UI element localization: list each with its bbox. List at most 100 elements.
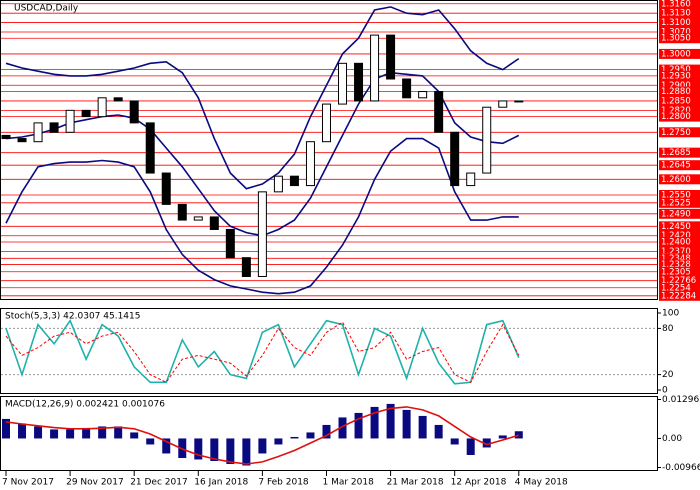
- macd-bar: [18, 423, 27, 439]
- level-box: [659, 259, 700, 270]
- macd-bar: [450, 438, 459, 445]
- macd-bar: [226, 438, 235, 464]
- macd-bar: [322, 424, 331, 439]
- candle: [466, 172, 476, 187]
- x-tick-label: 12 Apr 2018: [451, 478, 507, 488]
- candle: [241, 257, 251, 277]
- candle: [514, 100, 524, 103]
- level-box: [659, 111, 700, 122]
- y-tick-label: 1.2400: [661, 238, 691, 248]
- y-tick-label: 1.2900: [661, 81, 691, 91]
- x-tick-label: 16 Jan 2018: [194, 478, 248, 488]
- x-tick-label: 7 Feb 2018: [258, 478, 309, 488]
- y-tick-label: 1.2600: [661, 175, 691, 185]
- macd-bar: [418, 415, 427, 439]
- macd-bar: [290, 436, 299, 439]
- candle: [65, 109, 75, 133]
- stoch-line: [5, 321, 520, 383]
- macd-bar: [338, 417, 347, 439]
- candle: [81, 109, 91, 118]
- y-tick-label: 1.2750: [661, 128, 691, 138]
- candle: [33, 122, 43, 143]
- level-box: [659, 290, 700, 301]
- level-box: [659, 95, 700, 106]
- candle: [402, 78, 412, 99]
- y-tick-label: 20: [662, 370, 674, 380]
- y-tick-label: 1.2645: [661, 161, 691, 171]
- candle: [145, 122, 155, 174]
- macd-bar: [50, 429, 59, 439]
- candle: [418, 91, 428, 99]
- level-box: [659, 17, 700, 28]
- level-box: [659, 48, 700, 59]
- stoch-label: Stoch(5,3,3) 42.0307 45.1415: [5, 312, 140, 322]
- macd-bar: [146, 438, 155, 445]
- macd-bar: [434, 424, 443, 439]
- macd-bar: [162, 438, 171, 454]
- candle: [386, 34, 396, 80]
- candle: [370, 34, 380, 102]
- macd-bar: [498, 435, 507, 439]
- x-tick-label: 29 Nov 2017: [66, 478, 124, 488]
- y-tick-label: 1.3050: [661, 34, 691, 44]
- macd-bar: [386, 403, 395, 439]
- level-box: [659, 221, 700, 232]
- candle: [113, 97, 123, 102]
- macd-bar: [98, 426, 107, 439]
- y-tick-label: 0.012965: [662, 395, 700, 405]
- y-tick-label: 0: [662, 386, 668, 396]
- bollinger-band: [5, 6, 520, 190]
- macd-bar: [66, 429, 75, 439]
- y-tick-label: 1.2850: [661, 96, 691, 106]
- candle: [257, 191, 267, 277]
- candle: [177, 203, 187, 221]
- level-box: [659, 70, 700, 81]
- candle: [209, 216, 219, 230]
- macd-bar: [114, 426, 123, 439]
- y-tick-label: 1.3130: [661, 9, 691, 19]
- x-tick-label: 7 Nov 2017: [2, 478, 54, 488]
- candle: [289, 175, 299, 187]
- candle: [321, 103, 331, 143]
- macd-bar: [242, 438, 251, 466]
- candle: [273, 175, 283, 193]
- x-tick-label: 4 May 2018: [515, 478, 568, 488]
- price-panel: [0, 0, 658, 300]
- macd-bar: [34, 426, 43, 439]
- macd-bar: [514, 431, 523, 439]
- level-box: [659, 64, 700, 75]
- y-tick-label: 1.2550: [661, 190, 691, 200]
- y-tick-label: 0.00: [662, 434, 682, 444]
- macd-bar: [194, 438, 203, 460]
- candle: [161, 172, 171, 205]
- y-tick-label: -0.009665: [662, 463, 700, 473]
- level-box: [659, 266, 700, 277]
- candle: [338, 62, 348, 105]
- level-box: [659, 208, 700, 219]
- level-box: [659, 147, 700, 158]
- y-tick-label: 1.2880: [661, 87, 691, 97]
- y-tick-label: 1.3000: [661, 49, 691, 59]
- stoch-line: [5, 319, 520, 385]
- macd-bar: [482, 438, 491, 448]
- level-box: [659, 253, 700, 264]
- level-box: [659, 127, 700, 138]
- macd-label: MACD(12,26,9) 0.002421 0.001076: [5, 400, 165, 410]
- macd-bar: [466, 438, 475, 455]
- candle: [305, 141, 315, 187]
- y-tick-label: 100: [662, 309, 679, 319]
- macd-bar: [130, 432, 139, 439]
- y-tick-label: 1.2685: [661, 148, 691, 158]
- macd-bar: [2, 418, 10, 439]
- candle: [193, 216, 203, 221]
- y-tick-label: 80: [662, 324, 674, 334]
- candle: [17, 138, 27, 143]
- y-tick-label: 1.2930: [661, 71, 691, 81]
- candle: [225, 228, 235, 259]
- y-tick-label: 1.2348: [661, 254, 691, 264]
- y-tick-label: 1.2420: [661, 231, 691, 241]
- candle: [498, 100, 508, 108]
- macd-bar: [210, 438, 219, 461]
- level-box: [659, 160, 700, 171]
